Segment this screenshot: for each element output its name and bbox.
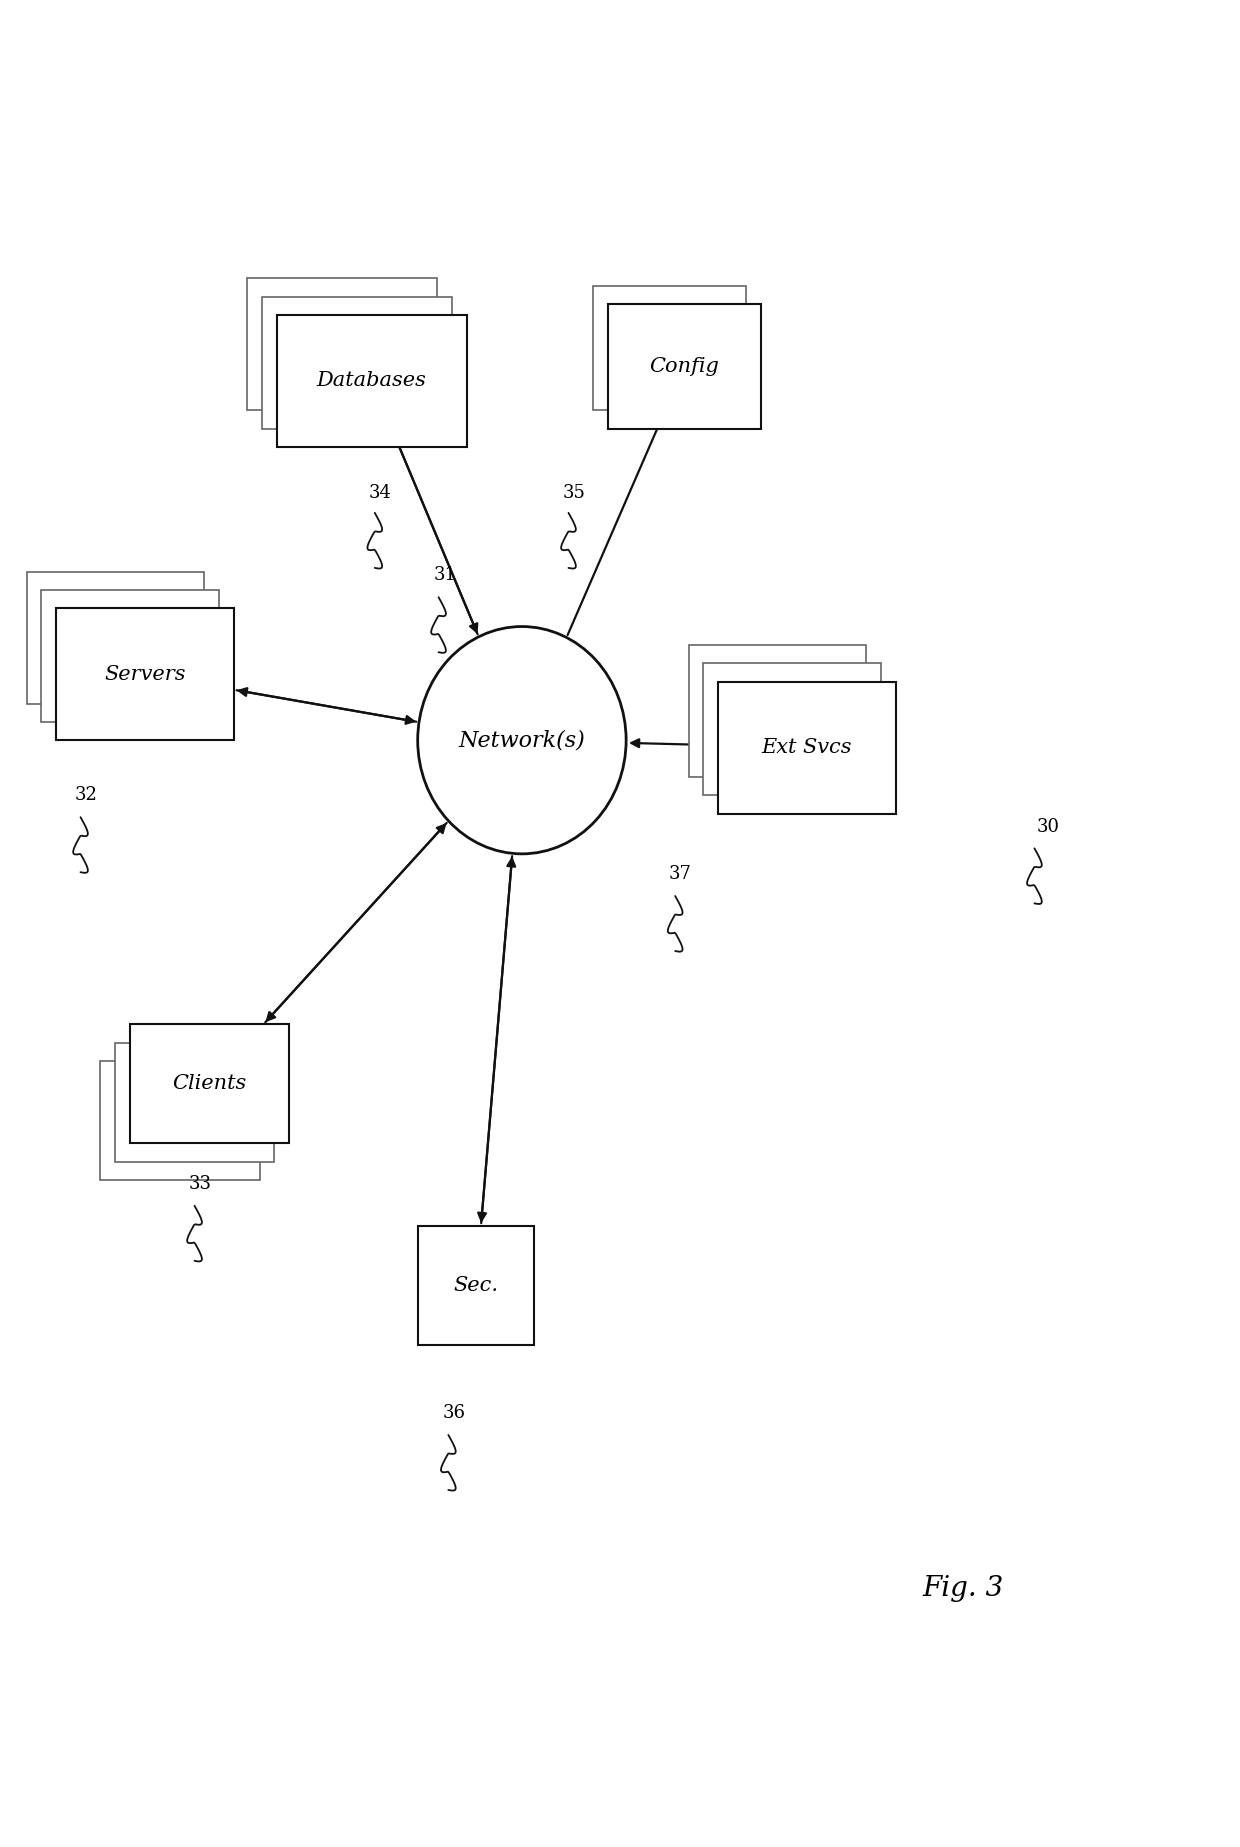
Text: 30: 30 [1037, 818, 1060, 835]
Text: 37: 37 [670, 864, 692, 883]
Bar [56, 608, 234, 741]
Bar [262, 297, 453, 429]
Text: 33: 33 [188, 1175, 211, 1193]
Text: 36: 36 [443, 1404, 465, 1422]
Text: Clients: Clients [172, 1075, 247, 1093]
Bar [703, 663, 882, 796]
Bar [129, 1025, 289, 1143]
Text: Config: Config [650, 356, 719, 375]
Bar [418, 1226, 534, 1345]
Text: Network(s): Network(s) [459, 730, 585, 752]
Text: Databases: Databases [316, 371, 427, 390]
Text: 34: 34 [368, 484, 392, 502]
Bar [41, 589, 219, 722]
Bar [26, 571, 205, 704]
Text: Sec.: Sec. [454, 1276, 498, 1295]
Bar [608, 305, 761, 429]
Text: 31: 31 [434, 567, 456, 584]
Bar [100, 1060, 259, 1180]
Bar [688, 645, 867, 778]
Bar [718, 682, 895, 813]
Bar [247, 279, 438, 410]
Bar [277, 314, 466, 447]
Bar [593, 286, 746, 410]
Text: Servers: Servers [104, 665, 186, 683]
Text: Ext Svcs: Ext Svcs [761, 739, 852, 757]
Text: 35: 35 [563, 484, 585, 502]
Bar [115, 1044, 274, 1162]
Ellipse shape [418, 626, 626, 853]
Text: 32: 32 [74, 787, 97, 803]
Text: Fig. 3: Fig. 3 [923, 1575, 1004, 1601]
